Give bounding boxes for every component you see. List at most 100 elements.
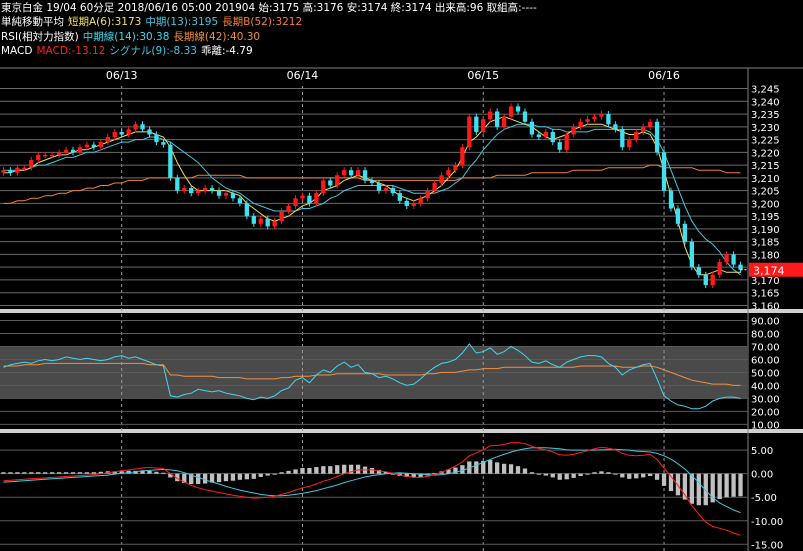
candle-body [599, 114, 604, 117]
macd-histogram-bar [418, 473, 423, 477]
macd-tick-label: 0.00 [751, 470, 773, 481]
macd-histogram-bar [49, 472, 55, 474]
macd-histogram-bar [112, 471, 117, 474]
x-tick-label: 06/15 [467, 69, 499, 82]
price-tick-label: 3,240 [751, 97, 780, 108]
rsi-mid-line [3, 343, 741, 410]
macd-histogram-bar [529, 472, 535, 474]
macd-histogram-bar [724, 473, 729, 498]
candle-body [675, 208, 681, 224]
macd-label: MACD:-13.12 [36, 45, 106, 57]
header-line-ma: 単純移動平均 短期A(6):3173 中期(13):3195 長期B(52):3212 [1, 15, 306, 29]
candle-body [724, 254, 729, 263]
macd-histogram-bar [244, 473, 249, 480]
price-tick-label: 3,245 [751, 85, 780, 96]
candle-body [265, 218, 270, 227]
macd-histogram-bar [543, 473, 548, 476]
candle-body [432, 182, 437, 191]
candle-body [98, 142, 103, 148]
macd-histogram-bar [161, 472, 166, 474]
candle-body [335, 175, 340, 186]
candle-body [56, 152, 62, 155]
candle-body [189, 188, 194, 194]
candle-body [647, 121, 653, 127]
candle-body [258, 218, 263, 224]
macd-histogram-bar [585, 473, 590, 475]
price-tick-label: 3,160 [751, 301, 780, 312]
macd-histogram-bar [488, 460, 493, 474]
macd-diff-label: 乖離:-4.79 [200, 45, 253, 57]
candle-body [244, 203, 249, 217]
candle-body [522, 111, 528, 122]
candle-body [390, 188, 396, 194]
candle-body [446, 170, 451, 176]
signal-label: シグナル(9):-8.33 [109, 45, 197, 57]
macd-histogram-bar [446, 469, 451, 474]
macd-histogram-bar [140, 470, 145, 474]
macd-histogram-bar [703, 473, 708, 506]
candle-body [654, 121, 660, 153]
macd-histogram-bar [8, 472, 13, 474]
candle-body [425, 190, 430, 199]
macd-histogram-bar [36, 472, 41, 474]
candle-body [209, 188, 215, 191]
macd-histogram-bar [620, 473, 625, 478]
candle-body [383, 188, 389, 191]
candle-body [710, 274, 715, 286]
candle-body [508, 106, 514, 117]
macd-histogram-bar [328, 466, 333, 474]
macd-histogram-bar [571, 473, 576, 478]
candle-body [84, 144, 90, 148]
macd-tick-label: -15.00 [751, 540, 783, 551]
candle-body [348, 170, 354, 176]
candle-body [536, 134, 542, 138]
macd-histogram-bar [731, 473, 736, 497]
header-line-1: 東京白金 19/04 60分足 2018/06/16 05:00 201904 … [1, 1, 541, 15]
macd-histogram-bar [189, 473, 194, 485]
price-tick-label: 3,235 [751, 110, 780, 121]
candle-body [49, 154, 55, 157]
candle-body [571, 126, 576, 135]
candle-body [369, 180, 375, 183]
macd-title: MACD [1, 45, 33, 57]
macd-histogram-bar [307, 468, 312, 474]
header-line-macd: MACD MACD:-13.12 シグナル(9):-8.33 乖離:-4.79 [1, 44, 257, 58]
candle-body [460, 147, 465, 166]
candle-body [126, 129, 131, 135]
candle-body [43, 154, 48, 157]
candle-body [251, 216, 256, 224]
candle-body [237, 198, 243, 204]
macd-histogram-bar [209, 473, 215, 483]
candle-body [140, 124, 145, 130]
candle-body [161, 142, 166, 145]
macd-histogram-bar [216, 473, 222, 483]
candle-body [279, 211, 284, 222]
candle-body [689, 241, 695, 268]
macd-histogram-bar [411, 473, 416, 478]
macd-histogram-bar [432, 473, 437, 475]
price-tick-label: 3,170 [751, 276, 780, 287]
price-tick-label: 3,215 [751, 161, 780, 172]
candle-body [397, 193, 402, 201]
candle-body [22, 167, 27, 170]
candle-body [223, 193, 229, 196]
candle-body [328, 180, 333, 186]
price-tick-label: 3,190 [751, 225, 780, 236]
macd-histogram-bar [286, 470, 291, 474]
macd-histogram-bar [168, 473, 173, 478]
rsi-tick-label: 30.00 [751, 394, 780, 405]
macd-histogram-bar [641, 473, 646, 478]
price-tick-label: 3,195 [751, 212, 780, 223]
x-tick-label: 06/14 [287, 69, 319, 82]
macd-histogram-bar [43, 472, 48, 474]
macd-histogram-bar [495, 462, 500, 474]
macd-histogram-bar [119, 471, 124, 474]
candle-body [564, 134, 569, 150]
macd-histogram-bar [376, 469, 382, 474]
candle-body [272, 221, 277, 227]
macd-histogram-bar [15, 472, 20, 474]
macd-histogram-bar [293, 469, 298, 474]
macd-tick-label: -5.00 [751, 493, 777, 504]
rsi-tick-label: 20.00 [751, 407, 780, 418]
